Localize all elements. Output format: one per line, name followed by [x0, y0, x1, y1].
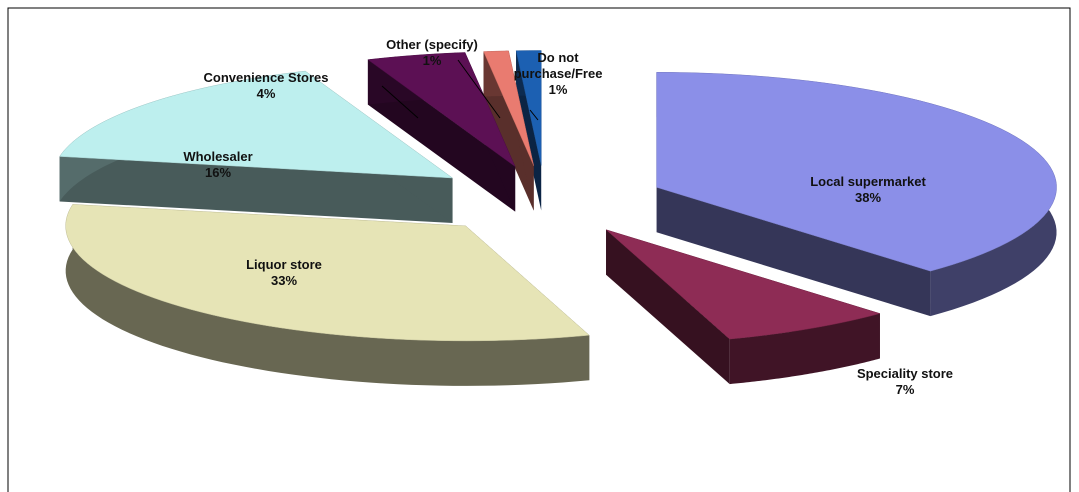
- slice: [59, 70, 454, 179]
- category-label: Speciality store: [856, 366, 954, 381]
- category-label: Do not purchase/Free: [513, 50, 603, 81]
- slice-side: [729, 313, 880, 385]
- slice: [483, 50, 534, 166]
- slice: [367, 52, 516, 168]
- value-label: 1%: [422, 53, 442, 68]
- slice-label: Wholesaler 16%: [148, 149, 288, 181]
- category-label: Local supermarket: [810, 174, 926, 189]
- value-label: 4%: [256, 86, 276, 101]
- leader-line: [529, 109, 539, 121]
- slice-label: Liquor store 33%: [204, 257, 364, 289]
- category-label: Wholesaler: [183, 149, 253, 164]
- category-label: Liquor store: [246, 257, 322, 272]
- category-label: Convenience Stores: [203, 70, 329, 85]
- value-label: 1%: [548, 82, 568, 97]
- value-label: 7%: [895, 382, 915, 397]
- slice-side: [65, 204, 590, 386]
- slice-wall: [656, 187, 931, 317]
- category-label: Other (specify): [386, 37, 478, 52]
- slice: [605, 229, 881, 340]
- slice-label: Local supermarket 38%: [793, 174, 943, 206]
- slice-wall: [606, 229, 730, 385]
- slice: [656, 72, 1057, 272]
- slice-wall: [59, 156, 453, 224]
- frame: [7, 7, 1071, 492]
- slice: [65, 204, 590, 342]
- slice-label: Other (specify) 1%: [362, 37, 502, 69]
- slice-label: Convenience Stores 4%: [176, 70, 356, 102]
- leader-line: [457, 59, 501, 119]
- slice: [515, 50, 542, 166]
- slice-label: Speciality store 7%: [825, 366, 985, 398]
- value-label: 33%: [270, 273, 298, 288]
- slice-label: Do not purchase/Free 1%: [511, 50, 606, 98]
- value-label: 38%: [854, 190, 882, 205]
- leader-line: [381, 85, 419, 119]
- value-label: 16%: [204, 165, 232, 180]
